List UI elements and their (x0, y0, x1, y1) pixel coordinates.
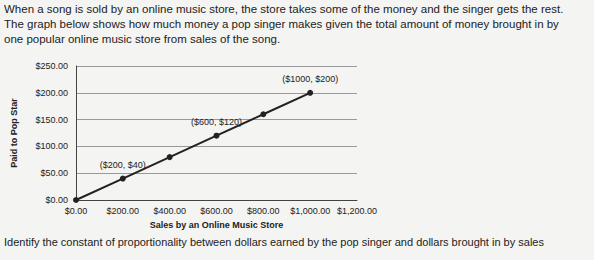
svg-text:Paid to Pop Star: Paid to Pop Star (9, 98, 19, 168)
svg-text:$800.00: $800.00 (247, 206, 280, 216)
svg-text:($600, $120): ($600, $120) (191, 117, 242, 127)
svg-text:$50.00: $50.00 (40, 168, 68, 178)
svg-text:$250.00: $250.00 (35, 61, 68, 71)
svg-text:$200.00: $200.00 (107, 206, 140, 216)
svg-text:$0.00: $0.00 (65, 206, 88, 216)
svg-text:$600.00: $600.00 (200, 206, 233, 216)
svg-text:$1,000.00: $1,000.00 (290, 206, 330, 216)
svg-text:$400.00: $400.00 (153, 206, 186, 216)
html-text:The graph below shows how much: The graph below shows how much money a p… (4, 18, 559, 30)
svg-text:$0.00: $0.00 (45, 195, 68, 205)
svg-text:$100.00: $100.00 (35, 141, 68, 151)
html-text:Identify the constant of propo: Identify the constant of proportionality… (4, 236, 544, 248)
svg-text:($200, $40): ($200, $40) (100, 160, 146, 170)
svg-text:Sales by an Online Music Store: Sales by an Online Music Store (150, 220, 284, 230)
svg-text:$1,200.00: $1,200.00 (337, 206, 377, 216)
svg-text:$200.00: $200.00 (35, 88, 68, 98)
svg-text:$150.00: $150.00 (35, 115, 68, 125)
html-text:one popular online music store: one popular online music store from sale… (4, 33, 281, 45)
svg-text:($1000, $200): ($1000, $200) (282, 74, 338, 84)
html-text:When a song is sold by an onli: When a song is sold by an online music s… (4, 3, 564, 15)
